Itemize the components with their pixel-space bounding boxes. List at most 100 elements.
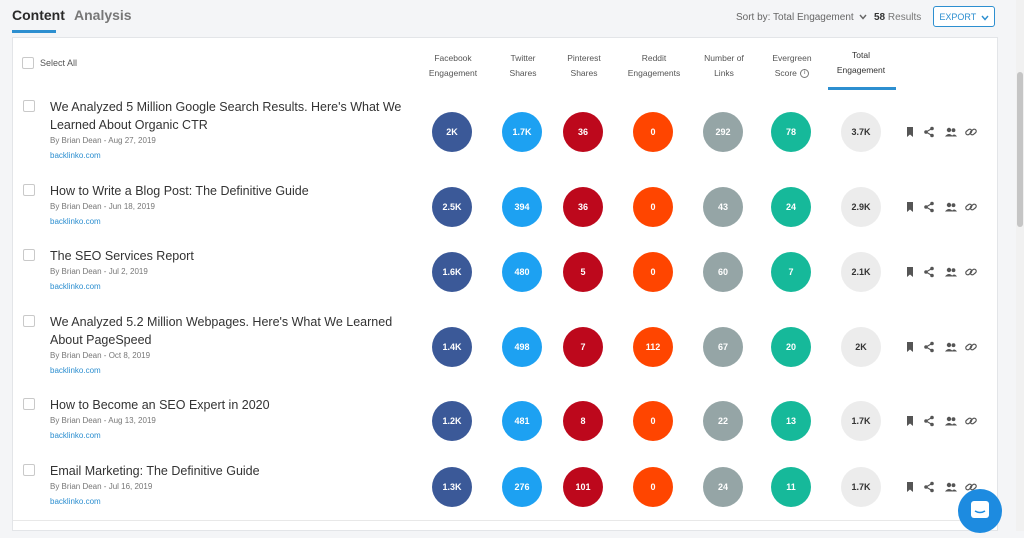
metric-twitter: 480 <box>502 252 542 292</box>
users-icon[interactable] <box>944 265 958 279</box>
article-domain[interactable]: backlinko.com <box>50 366 101 375</box>
column-twitter-line1: Twitter <box>510 53 536 63</box>
column-total-line2: Engagement <box>836 65 886 75</box>
link-icon[interactable] <box>964 340 978 354</box>
metric-total: 1.7K <box>841 467 881 507</box>
article-title[interactable]: We Analyzed 5 Million Google Search Resu… <box>50 100 402 132</box>
info-icon[interactable]: i <box>800 69 810 79</box>
table-header: Select All Facebook Engagement Twitter S… <box>13 38 997 91</box>
metric-facebook: 1.6K <box>432 252 472 292</box>
column-evergreen-line1: Evergreen <box>772 53 812 63</box>
sort-label: Sort by: Total Engagement <box>736 12 854 23</box>
sort-column-indicator <box>828 87 896 90</box>
row-checkbox[interactable] <box>23 100 35 112</box>
column-links-line2: Links <box>714 68 734 78</box>
users-icon[interactable] <box>944 125 958 139</box>
article-title[interactable]: Email Marketing: The Definitive Guide <box>50 464 260 478</box>
metric-total: 3.7K <box>841 112 881 152</box>
column-total[interactable]: Total Engagement <box>821 48 901 78</box>
article-domain[interactable]: backlinko.com <box>50 151 101 160</box>
column-pinterest-line2: Shares <box>570 68 598 78</box>
row-checkbox[interactable] <box>23 315 35 327</box>
metric-total: 2K <box>841 326 881 367</box>
sort-dropdown[interactable]: Sort by: Total Engagement <box>736 12 867 23</box>
article-domain[interactable]: backlinko.com <box>50 497 101 506</box>
scrollbar-track[interactable] <box>1016 0 1024 531</box>
metric-twitter: 394 <box>502 186 542 227</box>
metric-twitter: 481 <box>502 401 542 441</box>
metric-evergreen: 20 <box>771 326 811 367</box>
users-icon[interactable] <box>944 340 958 354</box>
article-domain[interactable]: backlinko.com <box>50 217 101 226</box>
content-table: Select All Facebook Engagement Twitter S… <box>12 37 998 531</box>
bookmark-icon[interactable] <box>903 340 917 354</box>
link-icon[interactable] <box>964 200 978 214</box>
select-all-checkbox[interactable] <box>22 57 34 69</box>
table-row: Email Marketing: The Definitive Guide By … <box>13 454 997 521</box>
users-icon[interactable] <box>944 480 958 494</box>
article-domain[interactable]: backlinko.com <box>50 282 101 291</box>
share-icon[interactable] <box>922 125 936 139</box>
link-icon[interactable] <box>964 480 978 494</box>
metric-links: 67 <box>703 326 743 367</box>
column-facebook[interactable]: Facebook Engagement <box>413 51 493 81</box>
row-checkbox[interactable] <box>23 398 35 410</box>
column-twitter-line2: Shares <box>509 68 537 78</box>
select-all-label: Select All <box>40 58 78 68</box>
link-icon[interactable] <box>964 265 978 279</box>
export-button[interactable]: EXPORT <box>933 6 995 27</box>
metric-links: 24 <box>703 467 743 507</box>
chevron-down-icon <box>981 15 989 21</box>
share-icon[interactable] <box>922 480 936 494</box>
share-icon[interactable] <box>922 265 936 279</box>
link-icon[interactable] <box>964 414 978 428</box>
metric-reddit: 0 <box>633 112 673 152</box>
row-checkbox[interactable] <box>23 249 35 261</box>
scrollbar-thumb[interactable] <box>1017 72 1023 227</box>
share-icon[interactable] <box>922 340 936 354</box>
results-count: 58 Results <box>874 12 921 23</box>
row-checkbox[interactable] <box>23 184 35 196</box>
metric-reddit: 0 <box>633 186 673 227</box>
column-pinterest-line1: Pinterest <box>567 53 601 63</box>
metric-twitter: 498 <box>502 326 542 367</box>
bookmark-icon[interactable] <box>903 414 917 428</box>
share-icon[interactable] <box>922 200 936 214</box>
article-title[interactable]: How to Become an SEO Expert in 2020 <box>50 398 270 412</box>
metric-total: 1.7K <box>841 401 881 441</box>
row-checkbox[interactable] <box>23 464 35 476</box>
column-evergreen[interactable]: Evergreen Score i <box>752 51 832 81</box>
column-reddit-line2: Engagements <box>627 68 681 78</box>
article-title[interactable]: How to Write a Blog Post: The Definitive… <box>50 184 309 198</box>
bookmark-icon[interactable] <box>903 480 917 494</box>
column-pinterest[interactable]: Pinterest Shares <box>544 51 624 81</box>
article-meta: By Brian Dean - Jul 16, 2019 <box>50 482 153 491</box>
chevron-down-icon <box>859 12 867 22</box>
metric-pinterest: 7 <box>563 326 603 367</box>
users-icon[interactable] <box>944 414 958 428</box>
share-icon[interactable] <box>922 414 936 428</box>
tab-analysis[interactable]: Analysis <box>74 7 132 23</box>
column-facebook-line2: Engagement <box>428 68 478 78</box>
table-row: How to Write a Blog Post: The Definitive… <box>13 174 997 240</box>
users-icon[interactable] <box>944 200 958 214</box>
article-title[interactable]: We Analyzed 5.2 Million Webpages. Here's… <box>50 315 393 347</box>
bookmark-icon[interactable] <box>903 200 917 214</box>
bookmark-icon[interactable] <box>903 265 917 279</box>
metric-pinterest: 36 <box>563 186 603 227</box>
export-label: EXPORT <box>939 12 977 22</box>
metric-reddit: 112 <box>633 326 673 367</box>
column-twitter[interactable]: Twitter Shares <box>483 51 563 81</box>
column-reddit[interactable]: Reddit Engagements <box>614 51 694 81</box>
bookmark-icon[interactable] <box>903 125 917 139</box>
column-links[interactable]: Number of Links <box>684 51 764 81</box>
metric-links: 292 <box>703 112 743 152</box>
metric-facebook: 1.3K <box>432 467 472 507</box>
metric-links: 43 <box>703 186 743 227</box>
link-icon[interactable] <box>964 125 978 139</box>
metric-pinterest: 8 <box>563 401 603 441</box>
article-title[interactable]: The SEO Services Report <box>50 249 194 263</box>
chat-button[interactable] <box>958 489 1002 533</box>
tab-content[interactable]: Content <box>12 7 65 23</box>
article-domain[interactable]: backlinko.com <box>50 431 101 440</box>
